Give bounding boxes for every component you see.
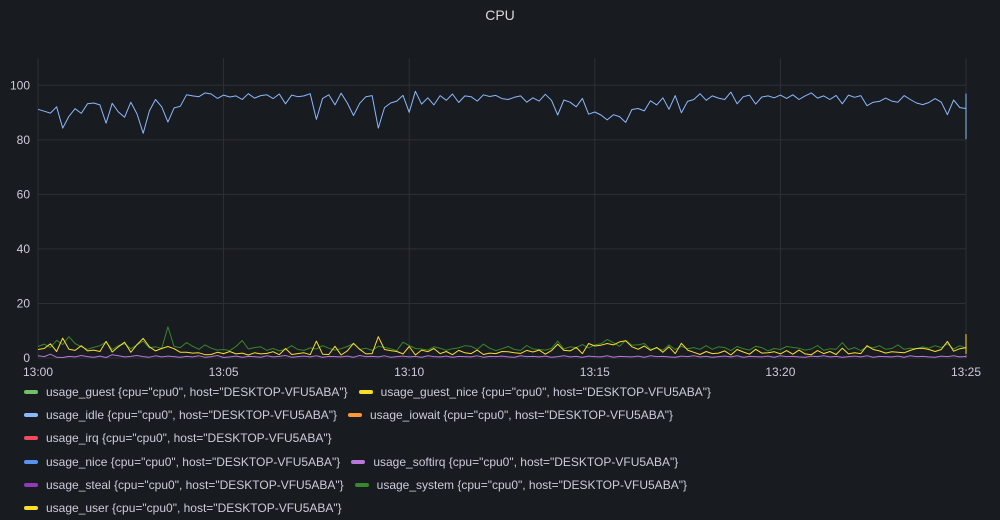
legend-item[interactable]: usage_guest {cpu="cpu0", host="DESKTOP-V… bbox=[24, 380, 348, 403]
cpu-line-chart: 0 20 40 60 80 100 13:00 13:05 13:10 13:15 13:20 13:… bbox=[10, 58, 981, 378]
x-tick-label: 13:15 bbox=[580, 365, 610, 378]
x-tick-label: 13:20 bbox=[765, 365, 795, 378]
y-tick-label: 60 bbox=[17, 187, 31, 201]
legend-label: usage_irq {cpu="cpu0", host="DESKTOP-VFU… bbox=[46, 431, 332, 446]
legend-swatch bbox=[354, 482, 369, 487]
legend-swatch bbox=[24, 459, 38, 464]
legend-label: usage_idle {cpu="cpu0", host="DESKTOP-VF… bbox=[46, 407, 337, 422]
legend-swatch bbox=[351, 459, 366, 464]
legend-label: usage_user {cpu="cpu0", host="DESKTOP-VF… bbox=[46, 501, 342, 516]
legend-item[interactable]: usage_irq {cpu="cpu0", host="DESKTOP-VFU… bbox=[24, 427, 332, 450]
legend-label: usage_guest {cpu="cpu0", host="DESKTOP-V… bbox=[46, 384, 348, 399]
x-tick-label: 13:10 bbox=[394, 365, 424, 378]
chart-legend: usage_guest {cpu="cpu0", host="DESKTOP-V… bbox=[24, 380, 984, 520]
x-tick-label: 13:25 bbox=[951, 365, 981, 378]
series-line-2 bbox=[37, 90, 967, 140]
series-line-8 bbox=[37, 326, 967, 352]
x-tick-label: 13:00 bbox=[23, 365, 53, 378]
legend-label: usage_nice {cpu="cpu0", host="DESKTOP-VF… bbox=[46, 454, 341, 469]
y-tick-label: 40 bbox=[17, 242, 31, 256]
x-tick-label: 13:05 bbox=[209, 365, 239, 378]
legend-swatch bbox=[24, 412, 38, 417]
legend-label: usage_steal {cpu="cpu0", host="DESKTOP-V… bbox=[46, 477, 344, 492]
legend-label: usage_softirq {cpu="cpu0", host="DESKTOP… bbox=[373, 454, 679, 469]
y-tick-label: 80 bbox=[17, 133, 31, 147]
legend-swatch bbox=[24, 436, 38, 441]
legend-item[interactable]: usage_softirq {cpu="cpu0", host="DESKTOP… bbox=[351, 450, 678, 473]
legend-item[interactable]: usage_guest_nice {cpu="cpu0", host="DESK… bbox=[358, 380, 712, 403]
series-line-6 bbox=[37, 353, 967, 358]
legend-item[interactable]: usage_iowait {cpu="cpu0", host="DESKTOP-… bbox=[347, 403, 673, 426]
legend-item[interactable]: usage_nice {cpu="cpu0", host="DESKTOP-VF… bbox=[24, 450, 340, 473]
y-tick-label: 0 bbox=[23, 351, 30, 365]
series-line-9 bbox=[37, 334, 967, 356]
panel-title: CPU bbox=[485, 7, 515, 23]
y-tick-label: 100 bbox=[10, 78, 30, 92]
legend-swatch bbox=[347, 412, 362, 417]
legend-label: usage_system {cpu="cpu0", host="DESKTOP-… bbox=[376, 477, 687, 492]
legend-swatch bbox=[24, 506, 38, 511]
legend-swatch bbox=[24, 482, 38, 487]
legend-swatch bbox=[358, 389, 373, 394]
y-tick-label: 20 bbox=[17, 296, 31, 310]
legend-item[interactable]: usage_system {cpu="cpu0", host="DESKTOP-… bbox=[354, 473, 687, 496]
legend-label: usage_guest_nice {cpu="cpu0", host="DESK… bbox=[380, 384, 712, 399]
legend-label: usage_iowait {cpu="cpu0", host="DESKTOP-… bbox=[369, 407, 673, 422]
legend-swatch bbox=[24, 389, 38, 394]
legend-item[interactable]: usage_steal {cpu="cpu0", host="DESKTOP-V… bbox=[24, 473, 344, 496]
legend-item[interactable]: usage_idle {cpu="cpu0", host="DESKTOP-VF… bbox=[24, 403, 337, 426]
